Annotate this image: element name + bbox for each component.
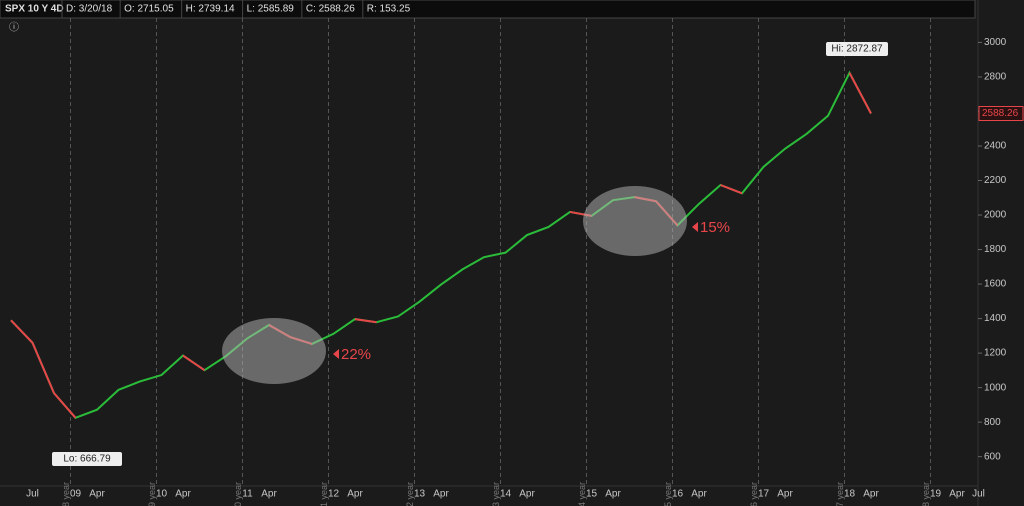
- down-segment: [10, 319, 34, 344]
- year-label: 2008 year: [61, 482, 71, 506]
- last-price-box: [978, 106, 1024, 122]
- header-field: R: 153.25: [367, 4, 411, 15]
- info-icon: ⓘ: [9, 22, 19, 34]
- down-segment: [720, 184, 743, 195]
- highlight-ellipse: [583, 186, 687, 256]
- year-label: 2012 year: [405, 482, 415, 506]
- x-tick-label: 14: [500, 489, 512, 500]
- highlight-ellipse: [222, 318, 326, 384]
- x-tick-label: Apr: [433, 489, 449, 500]
- year-label: 2017 year: [835, 482, 845, 506]
- year-label: 2013 year: [491, 482, 501, 506]
- x-tick-label: 09: [70, 489, 82, 500]
- y-tick-label: 2800: [984, 72, 1007, 83]
- x-tick-label: 12: [328, 489, 340, 500]
- header-field: D: 3/20/18: [66, 4, 113, 15]
- x-tick-label: 16: [672, 489, 684, 500]
- last-price-label: 2588.26: [982, 108, 1019, 119]
- down-segment: [53, 392, 77, 419]
- x-tick-label: 10: [156, 489, 168, 500]
- year-label: 2018 year: [921, 482, 931, 506]
- x-tick-label: Apr: [175, 489, 191, 500]
- y-tick-label: 2000: [984, 210, 1007, 221]
- year-label: 2010 year: [233, 482, 243, 506]
- year-label: 2009 year: [147, 482, 157, 506]
- lo-label: Lo: 666.79: [63, 454, 111, 465]
- x-tick-label: 19: [930, 489, 942, 500]
- x-tick-label: Apr: [863, 489, 879, 500]
- x-tick-label: 15: [586, 489, 598, 500]
- hi-label: Hi: 2872.87: [831, 44, 883, 55]
- arrow: [692, 222, 698, 232]
- down-segment: [31, 342, 55, 394]
- x-tick-label: Jul: [26, 489, 39, 500]
- header-field: L: 2585.89: [247, 4, 295, 15]
- annotation: 15%: [700, 219, 730, 236]
- hi-callout: [826, 42, 888, 56]
- annotation: 22%: [341, 346, 371, 363]
- header-field: O: 2715.05: [124, 4, 174, 15]
- arrow: [333, 349, 339, 359]
- y-tick-label: 2200: [984, 175, 1007, 186]
- lo-callout: [52, 452, 122, 466]
- x-tick-label: Apr: [89, 489, 105, 500]
- x-tick-label: Apr: [347, 489, 363, 500]
- year-label: 2011 year: [319, 482, 329, 506]
- header-field: C: 2588.26: [306, 4, 355, 15]
- y-tick-label: 3000: [984, 37, 1007, 48]
- y-tick-label: 600: [984, 451, 1001, 462]
- header-field: H: 2739.14: [186, 4, 235, 15]
- plot: 6008001000120014001600180020002200240026…: [10, 18, 1024, 506]
- x-tick-label: Apr: [605, 489, 621, 500]
- x-tick-label: Apr: [261, 489, 277, 500]
- x-tick-label: 17: [758, 489, 770, 500]
- symbol: SPX 10 Y 4D: [5, 4, 64, 15]
- x-tick-label: Apr: [949, 489, 965, 500]
- y-tick-label: 1800: [984, 244, 1007, 255]
- y-tick-label: 800: [984, 417, 1001, 428]
- x-tick-label: Apr: [519, 489, 535, 500]
- header-bar: [0, 0, 976, 19]
- x-tick-label: 18: [844, 489, 856, 500]
- year-label: 2014 year: [577, 482, 587, 506]
- header-fields: D: 3/20/18 O: 2715.05 H: 2739.14 L: 2585.89…: [61, 0, 411, 18]
- y-tick-label: 1000: [984, 382, 1007, 393]
- year-label: 2016 year: [749, 482, 759, 506]
- down-segment: [848, 72, 872, 114]
- x-tick-label: Apr: [691, 489, 707, 500]
- x-tick-label: Jul: [972, 489, 985, 500]
- y-tick-label: 2400: [984, 141, 1007, 152]
- y-tick-label: 1600: [984, 279, 1007, 290]
- year-label: 2015 year: [663, 482, 673, 506]
- x-tick-label: 11: [242, 489, 253, 500]
- y-tick-label: 1200: [984, 348, 1007, 359]
- down-segment: [354, 318, 377, 324]
- x-tick-label: 13: [414, 489, 426, 500]
- y-tick-label: 1400: [984, 313, 1007, 324]
- x-tick-label: Apr: [777, 489, 793, 500]
- down-segment: [182, 354, 206, 372]
